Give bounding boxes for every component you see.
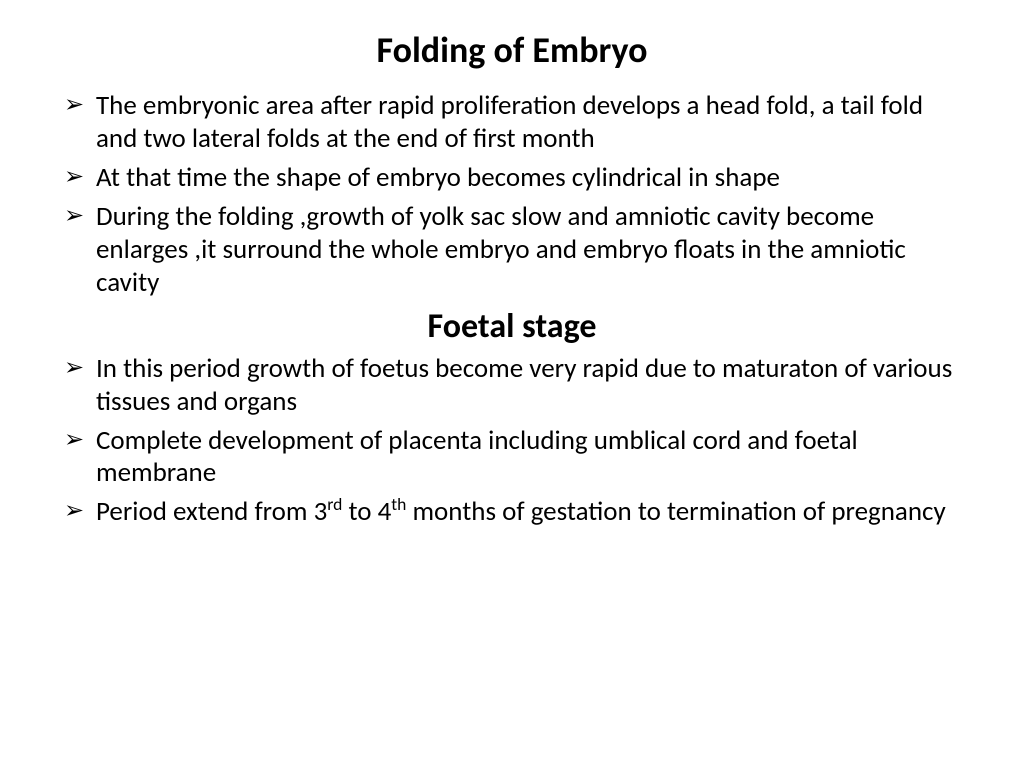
- list-item: Complete development of placenta includi…: [60, 425, 964, 491]
- bullet-list-1: The embryonic area after rapid prolifera…: [60, 90, 964, 300]
- superscript: th: [391, 493, 406, 515]
- superscript: rd: [327, 493, 342, 515]
- slide-title-1: Folding of Embryo: [60, 28, 964, 72]
- text-run: months of gestation to termination of pr…: [406, 495, 945, 528]
- text-run: to 4: [342, 495, 391, 528]
- list-item: The embryonic area after rapid prolifera…: [60, 90, 964, 156]
- list-item: Period extend from 3rd to 4th months of …: [60, 496, 964, 529]
- list-item: During the folding ,growth of yolk sac s…: [60, 201, 964, 300]
- bullet-list-2: In this period growth of foetus become v…: [60, 353, 964, 530]
- list-item: In this period growth of foetus become v…: [60, 353, 964, 419]
- text-run: Period extend from 3: [96, 495, 327, 528]
- list-item: At that time the shape of embryo becomes…: [60, 162, 964, 195]
- slide-title-2: Foetal stage: [60, 306, 964, 347]
